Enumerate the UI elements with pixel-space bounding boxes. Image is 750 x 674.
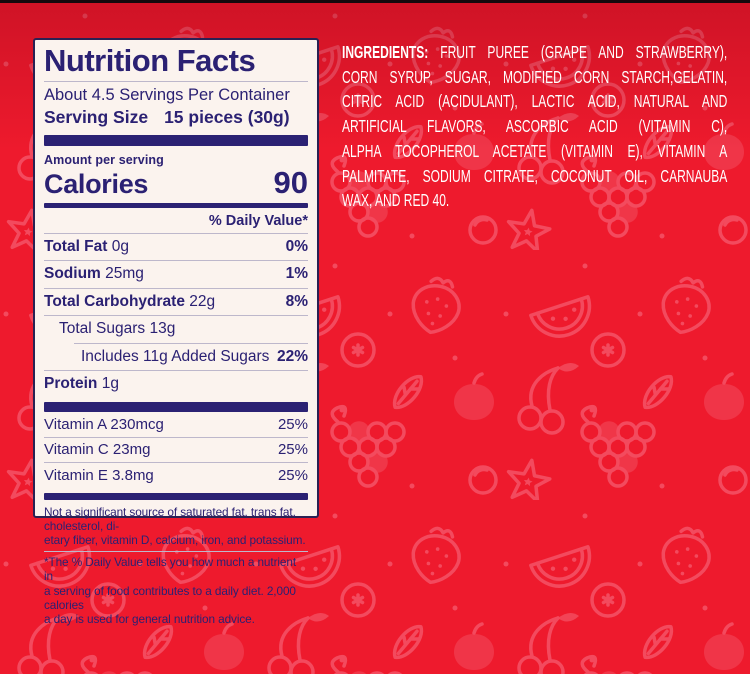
- ingredients-heading: INGREDIENTS:: [342, 42, 429, 62]
- calories-row: Calories 90: [44, 165, 308, 201]
- divider: [44, 436, 308, 438]
- calories-label: Calories: [44, 169, 149, 199]
- top-edge-strip: [0, 0, 750, 3]
- ingredients-line: CITRIC ACID (ACIDULANT), LACTIC ACID, NA…: [342, 91, 728, 112]
- not-significant-footnote: Not a significant source of saturated fa…: [44, 504, 306, 548]
- ingredients-line: ARTIFICIAL FLAVORS, ASCORBIC ACID (VITAM…: [342, 116, 728, 137]
- divider: [44, 551, 308, 553]
- divider: [44, 233, 308, 234]
- thick-divider-bar: [44, 135, 308, 146]
- nutrient-row-added-sugars: Includes 11g Added Sugars 22%: [81, 347, 308, 365]
- indented-divider: [74, 342, 308, 344]
- medium-divider-bar: [44, 203, 308, 208]
- daily-value-header: % Daily Value*: [208, 213, 308, 229]
- ingredients-line: WAX, AND RED 40.: [342, 190, 450, 211]
- servings-per-container: About 4.5 Servings Per Container: [44, 85, 290, 104]
- divider: [44, 287, 308, 289]
- ingredients-panel: INGREDIENTS: FRUIT PUREE (GRAPE AND STRA…: [342, 40, 727, 213]
- medium-divider-bar: [44, 492, 308, 500]
- nutrient-row-protein: Protein 1g: [44, 374, 119, 392]
- daily-value-footnote: *The % Daily Value tells you how much a …: [44, 555, 297, 626]
- ingredients-line: CORN SYRUP, SUGAR, MODIFIED CORN STARCH,…: [342, 66, 728, 87]
- vitamin-row-c: Vitamin C 23mg 25%: [44, 441, 308, 459]
- nutrient-row-total-carbohydrate: Total Carbohydrate 22g 8%: [44, 292, 308, 310]
- calories-value: 90: [273, 165, 308, 200]
- amount-per-serving-label: Amount per serving: [44, 153, 164, 167]
- divider: [44, 80, 308, 82]
- nutrient-row-total-sugars: Total Sugars 13g: [59, 320, 176, 338]
- ingredients-line: ALPHA TOCOPHEROL ACETATE (VITAMIN E), VI…: [342, 140, 728, 161]
- nutrient-row-sodium: Sodium 25mg 1%: [44, 265, 308, 283]
- ingredients-line: INGREDIENTS: FRUIT PUREE (GRAPE AND STRA…: [342, 42, 728, 62]
- vitamin-row-e: Vitamin E 3.8mg 25%: [44, 466, 308, 484]
- nutrition-facts-title: Nutrition Facts: [44, 43, 256, 78]
- divider: [44, 369, 308, 371]
- nutrition-facts-label: Nutrition Facts About 4.5 Servings Per C…: [33, 38, 319, 626]
- serving-size-row: Serving Size 15 pieces (30g): [44, 107, 308, 128]
- divider: [44, 462, 308, 464]
- vitamin-row-a: Vitamin A 230mcg 25%: [44, 415, 308, 433]
- serving-size-label: Serving Size: [44, 107, 149, 127]
- thick-divider-bar: [44, 402, 308, 413]
- divider: [44, 260, 308, 262]
- nutrient-row-total-fat: Total Fat 0g 0%: [44, 238, 308, 255]
- divider: [44, 315, 308, 317]
- ingredients-line: PALMITATE, SODIUM CITRATE, COCONUT OIL, …: [342, 165, 728, 186]
- serving-size-value: 15 pieces (30g): [164, 107, 290, 127]
